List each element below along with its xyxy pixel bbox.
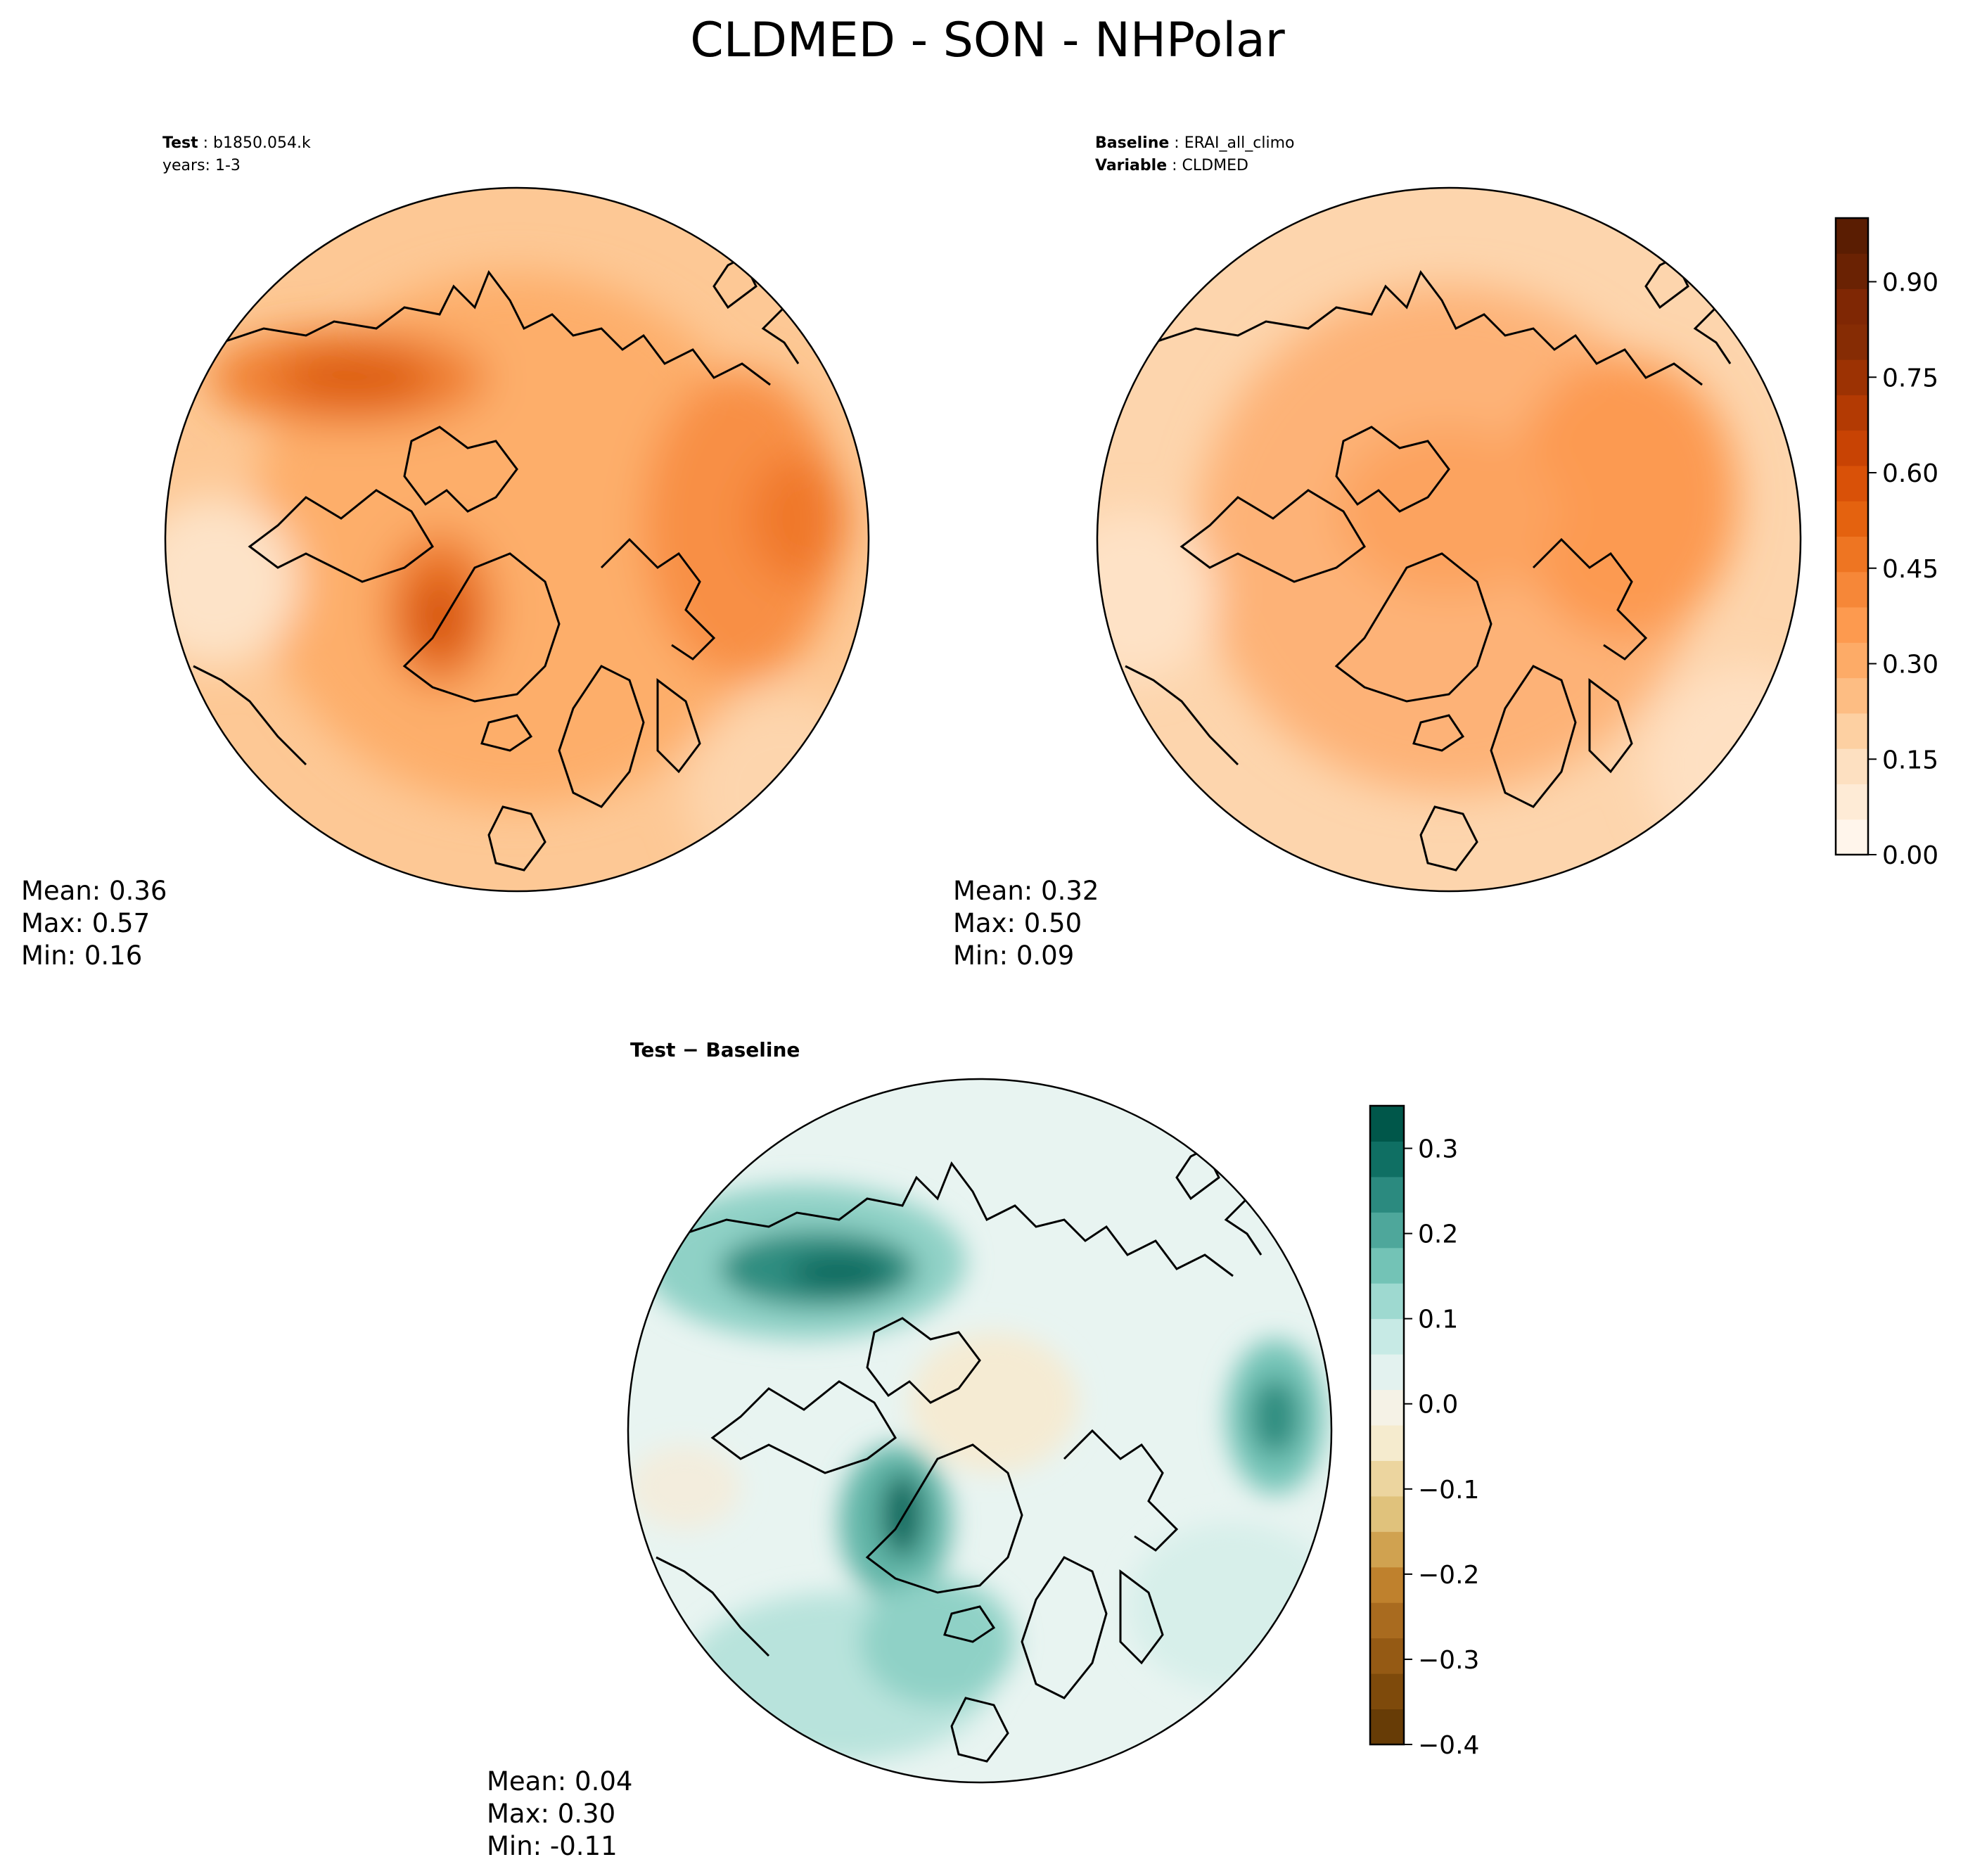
diff-colorbar-segment <box>1370 1495 1404 1532</box>
main-colorbar-tick-label: 0.30 <box>1882 651 1938 679</box>
baseline-label-value: ERAI_all_climo <box>1184 134 1295 152</box>
baseline-variable-value: CLDMED <box>1182 157 1248 174</box>
baseline-variable-key: Variable <box>1095 157 1168 174</box>
diff-colorbar-frame <box>1369 1104 1405 1746</box>
figure-title: CLDMED - SON - NHPolar <box>690 13 1285 68</box>
test-years: years: 1-3 <box>162 157 241 174</box>
main-colorbar-tick-label: 0.60 <box>1882 459 1938 488</box>
main-colorbar-segment <box>1836 784 1868 820</box>
main-colorbar-segment <box>1836 218 1868 254</box>
main-colorbar-segment <box>1836 642 1868 679</box>
main-colorbar-segment <box>1836 713 1868 749</box>
diff-colorbar-segment <box>1370 1247 1404 1284</box>
diff-colorbar-segment <box>1370 1709 1404 1745</box>
main-colorbar-segment <box>1836 253 1868 290</box>
main-colorbar-segment <box>1836 819 1868 855</box>
main-colorbar-segment <box>1836 571 1868 608</box>
diff-colorbar-segment <box>1370 1106 1404 1142</box>
main-colorbar-tick-label: 0.15 <box>1882 746 1938 774</box>
diff-colorbar-tick-label: −0.4 <box>1418 1731 1479 1760</box>
diff-colorbar-segment <box>1370 1602 1404 1639</box>
test-label-key: Test <box>162 134 198 152</box>
baseline-header: Baseline : ERAI_all_climo Variable : CLD… <box>1095 134 1295 174</box>
main-colorbar-tick-label: 0.90 <box>1882 269 1938 298</box>
diff-colorbar-tick-label: 0.0 <box>1418 1391 1458 1419</box>
baseline-stats: Mean: 0.32 Max: 0.50 Min: 0.09 <box>953 875 1099 972</box>
diff-colorbar-segment <box>1370 1638 1404 1674</box>
main-colorbar-segment <box>1836 324 1868 360</box>
main-colorbar-segment <box>1836 430 1868 466</box>
diff-colorbar-segment <box>1370 1318 1404 1355</box>
main-colorbar-frame <box>1834 217 1869 856</box>
diff-colorbar-tick-label: 0.1 <box>1418 1306 1458 1334</box>
diff-colorbar-tick-label: −0.1 <box>1418 1476 1479 1505</box>
main-colorbar: 0.00 0.15 0.30 0.45 0.60 0.75 0.90 <box>1834 217 1938 870</box>
main-colorbar-segment <box>1836 607 1868 643</box>
main-colorbar-tick-label: 0.45 <box>1882 555 1938 584</box>
test-map <box>164 186 870 893</box>
diff-colorbar-segment <box>1370 1141 1404 1178</box>
test-header: Test : b1850.054.k years: 1-3 <box>162 132 311 177</box>
test-stats: Mean: 0.36 Max: 0.57 Min: 0.16 <box>21 875 167 972</box>
diff-colorbar: −0.4 −0.3 −0.2 −0.1 0.0 0.1 0.2 0.3 <box>1369 1104 1479 1760</box>
diff-colorbar-tick-label: −0.2 <box>1418 1561 1479 1590</box>
test-label-value: b1850.054.k <box>213 134 311 152</box>
baseline-mean: Mean: 0.32 <box>953 876 1099 906</box>
main-colorbar-segment <box>1836 359 1868 395</box>
main-colorbar-segment <box>1836 501 1868 537</box>
diff-colorbar-segment <box>1370 1531 1404 1568</box>
main-colorbar-segment <box>1836 395 1868 431</box>
diff-title: Test − Baseline <box>630 1038 800 1061</box>
diff-colorbar-segment <box>1370 1460 1404 1497</box>
diff-colorbar-segment <box>1370 1176 1404 1213</box>
main-colorbar-tick-label: 0.75 <box>1882 364 1938 393</box>
diff-colorbar-segment <box>1370 1354 1404 1391</box>
diff-colorbar-segment <box>1370 1389 1404 1426</box>
diff-map <box>627 1078 1333 1784</box>
baseline-min: Min: 0.09 <box>953 940 1075 971</box>
diff-colorbar-tick-label: −0.3 <box>1418 1646 1479 1675</box>
diff-colorbar-segment <box>1370 1212 1404 1249</box>
diff-max: Max: 0.30 <box>487 1799 616 1829</box>
main-colorbar-segment <box>1836 536 1868 573</box>
diff-colorbar-tick-label: 0.3 <box>1418 1135 1458 1164</box>
baseline-max: Max: 0.50 <box>953 908 1082 938</box>
baseline-label-key: Baseline <box>1095 134 1170 152</box>
diff-colorbar-segment <box>1370 1283 1404 1320</box>
diff-mean: Mean: 0.04 <box>487 1766 633 1797</box>
diff-colorbar-segment <box>1370 1425 1404 1461</box>
diff-colorbar-tick-label: 0.2 <box>1418 1220 1458 1249</box>
main-colorbar-segment <box>1836 288 1868 325</box>
main-colorbar-tick-label: 0.00 <box>1882 841 1938 870</box>
main-colorbar-segment <box>1836 748 1868 784</box>
diff-colorbar-segment <box>1370 1566 1404 1603</box>
diff-colorbar-segment <box>1370 1673 1404 1710</box>
baseline-map <box>1096 186 1802 893</box>
diff-stats: Mean: 0.04 Max: 0.30 Min: -0.11 <box>487 1766 632 1863</box>
main-colorbar-segment <box>1836 677 1868 714</box>
diff-min: Min: -0.11 <box>487 1831 618 1861</box>
test-min: Min: 0.16 <box>21 940 143 971</box>
test-max: Max: 0.57 <box>21 908 151 938</box>
test-mean: Mean: 0.36 <box>21 876 167 906</box>
main-colorbar-segment <box>1836 465 1868 502</box>
